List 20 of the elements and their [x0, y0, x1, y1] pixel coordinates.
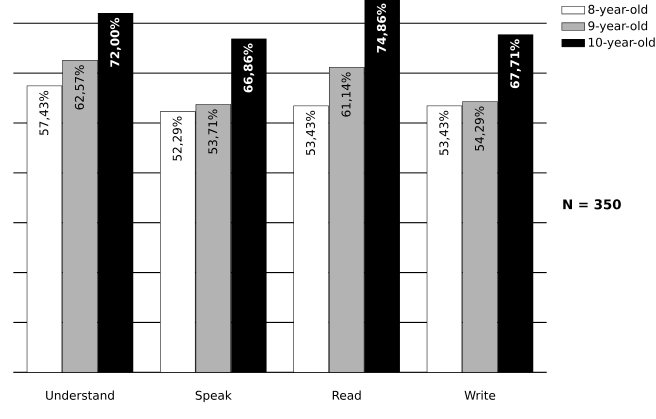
data-label: 66,86%: [244, 44, 254, 92]
x-tick-label: Understand: [46, 390, 114, 400]
text: N = 350: [563, 199, 621, 210]
data-label: 53,71%: [208, 109, 218, 154]
data-label: 62,57%: [74, 65, 86, 110]
data-label: 52,29%: [172, 116, 183, 161]
x-tick-label: Write: [464, 390, 496, 400]
data-label: 74,86%: [376, 4, 388, 52]
x-tick-label: Read: [332, 390, 361, 400]
data-label: 54,29%: [474, 106, 486, 151]
data-label: 57,43%: [39, 90, 50, 136]
data-label: 53,43%: [306, 110, 316, 155]
data-label: 53,43%: [439, 110, 450, 155]
data-label: 67,71%: [510, 39, 521, 88]
legend-label: 10-year-old: [588, 37, 655, 50]
data-label: 61,14%: [342, 72, 352, 117]
x-tick-label: Speak: [196, 390, 232, 402]
legend-label: 9-year-old: [588, 21, 648, 33]
legend-label: 8-year-old: [588, 4, 648, 16]
data-label: 72,00%: [110, 18, 121, 67]
